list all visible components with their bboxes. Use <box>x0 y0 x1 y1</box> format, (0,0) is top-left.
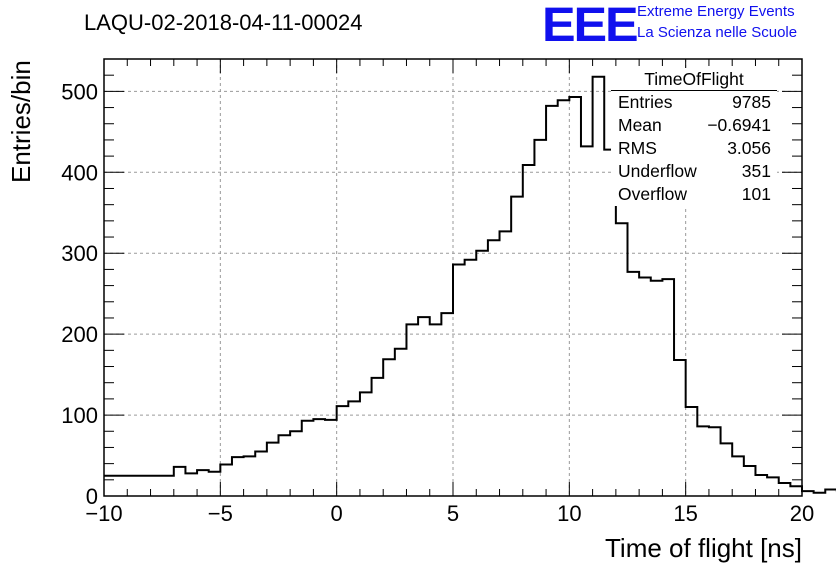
stats-title: TimeOfFlight <box>611 68 777 91</box>
x-tick-label: 15 <box>673 501 697 526</box>
grid-lines <box>104 59 802 496</box>
x-tick-label: 20 <box>790 501 814 526</box>
y-tick-label: 200 <box>61 322 98 347</box>
stats-row-entries: Entries 9785 <box>611 91 777 114</box>
stats-box: TimeOfFlight Entries 9785 Mean −0.6941 R… <box>611 68 777 206</box>
y-tick-label: 300 <box>61 241 98 266</box>
y-tick-label: 500 <box>61 79 98 104</box>
x-tick-label: 10 <box>557 501 581 526</box>
x-tick-label: 5 <box>447 501 459 526</box>
stats-label: Mean <box>618 115 662 135</box>
stats-value: 101 <box>741 184 771 204</box>
stats-row-mean: Mean −0.6941 <box>611 114 777 137</box>
stats-label: Overflow <box>618 184 688 204</box>
stats-value: 351 <box>741 161 771 181</box>
chart-title: LAQU-02-2018-04-11-00024 <box>84 10 363 35</box>
eee-logo: EEE <box>542 0 639 52</box>
y-tick-label: 400 <box>61 160 98 185</box>
stats-row-underflow: Underflow 351 <box>611 160 777 183</box>
stats-row-rms: RMS 3.056 <box>611 137 777 160</box>
logo-subtitle-2: La Scienza nelle Scuole <box>637 24 798 41</box>
x-tick-label: −5 <box>208 501 233 526</box>
stats-value: −0.6941 <box>707 115 771 135</box>
y-tick-label: 0 <box>86 484 98 509</box>
stats-row-overflow: Overflow 101 <box>611 183 777 206</box>
stats-label: Underflow <box>618 161 697 181</box>
x-tick-label: −10 <box>85 501 122 526</box>
logo-subtitle-1: Extreme Energy Events <box>637 3 795 20</box>
histogram-series <box>104 75 836 494</box>
stats-label: Entries <box>618 92 673 112</box>
x-tick-label: 0 <box>331 501 343 526</box>
stats-value: 9785 <box>732 92 771 112</box>
y-tick-label: 100 <box>61 403 98 428</box>
y-axis-label: Entries/bin <box>6 60 36 183</box>
x-axis-label: Time of flight [ns] <box>605 533 802 563</box>
stats-value: 3.056 <box>727 138 771 158</box>
stats-label: RMS <box>618 138 657 158</box>
